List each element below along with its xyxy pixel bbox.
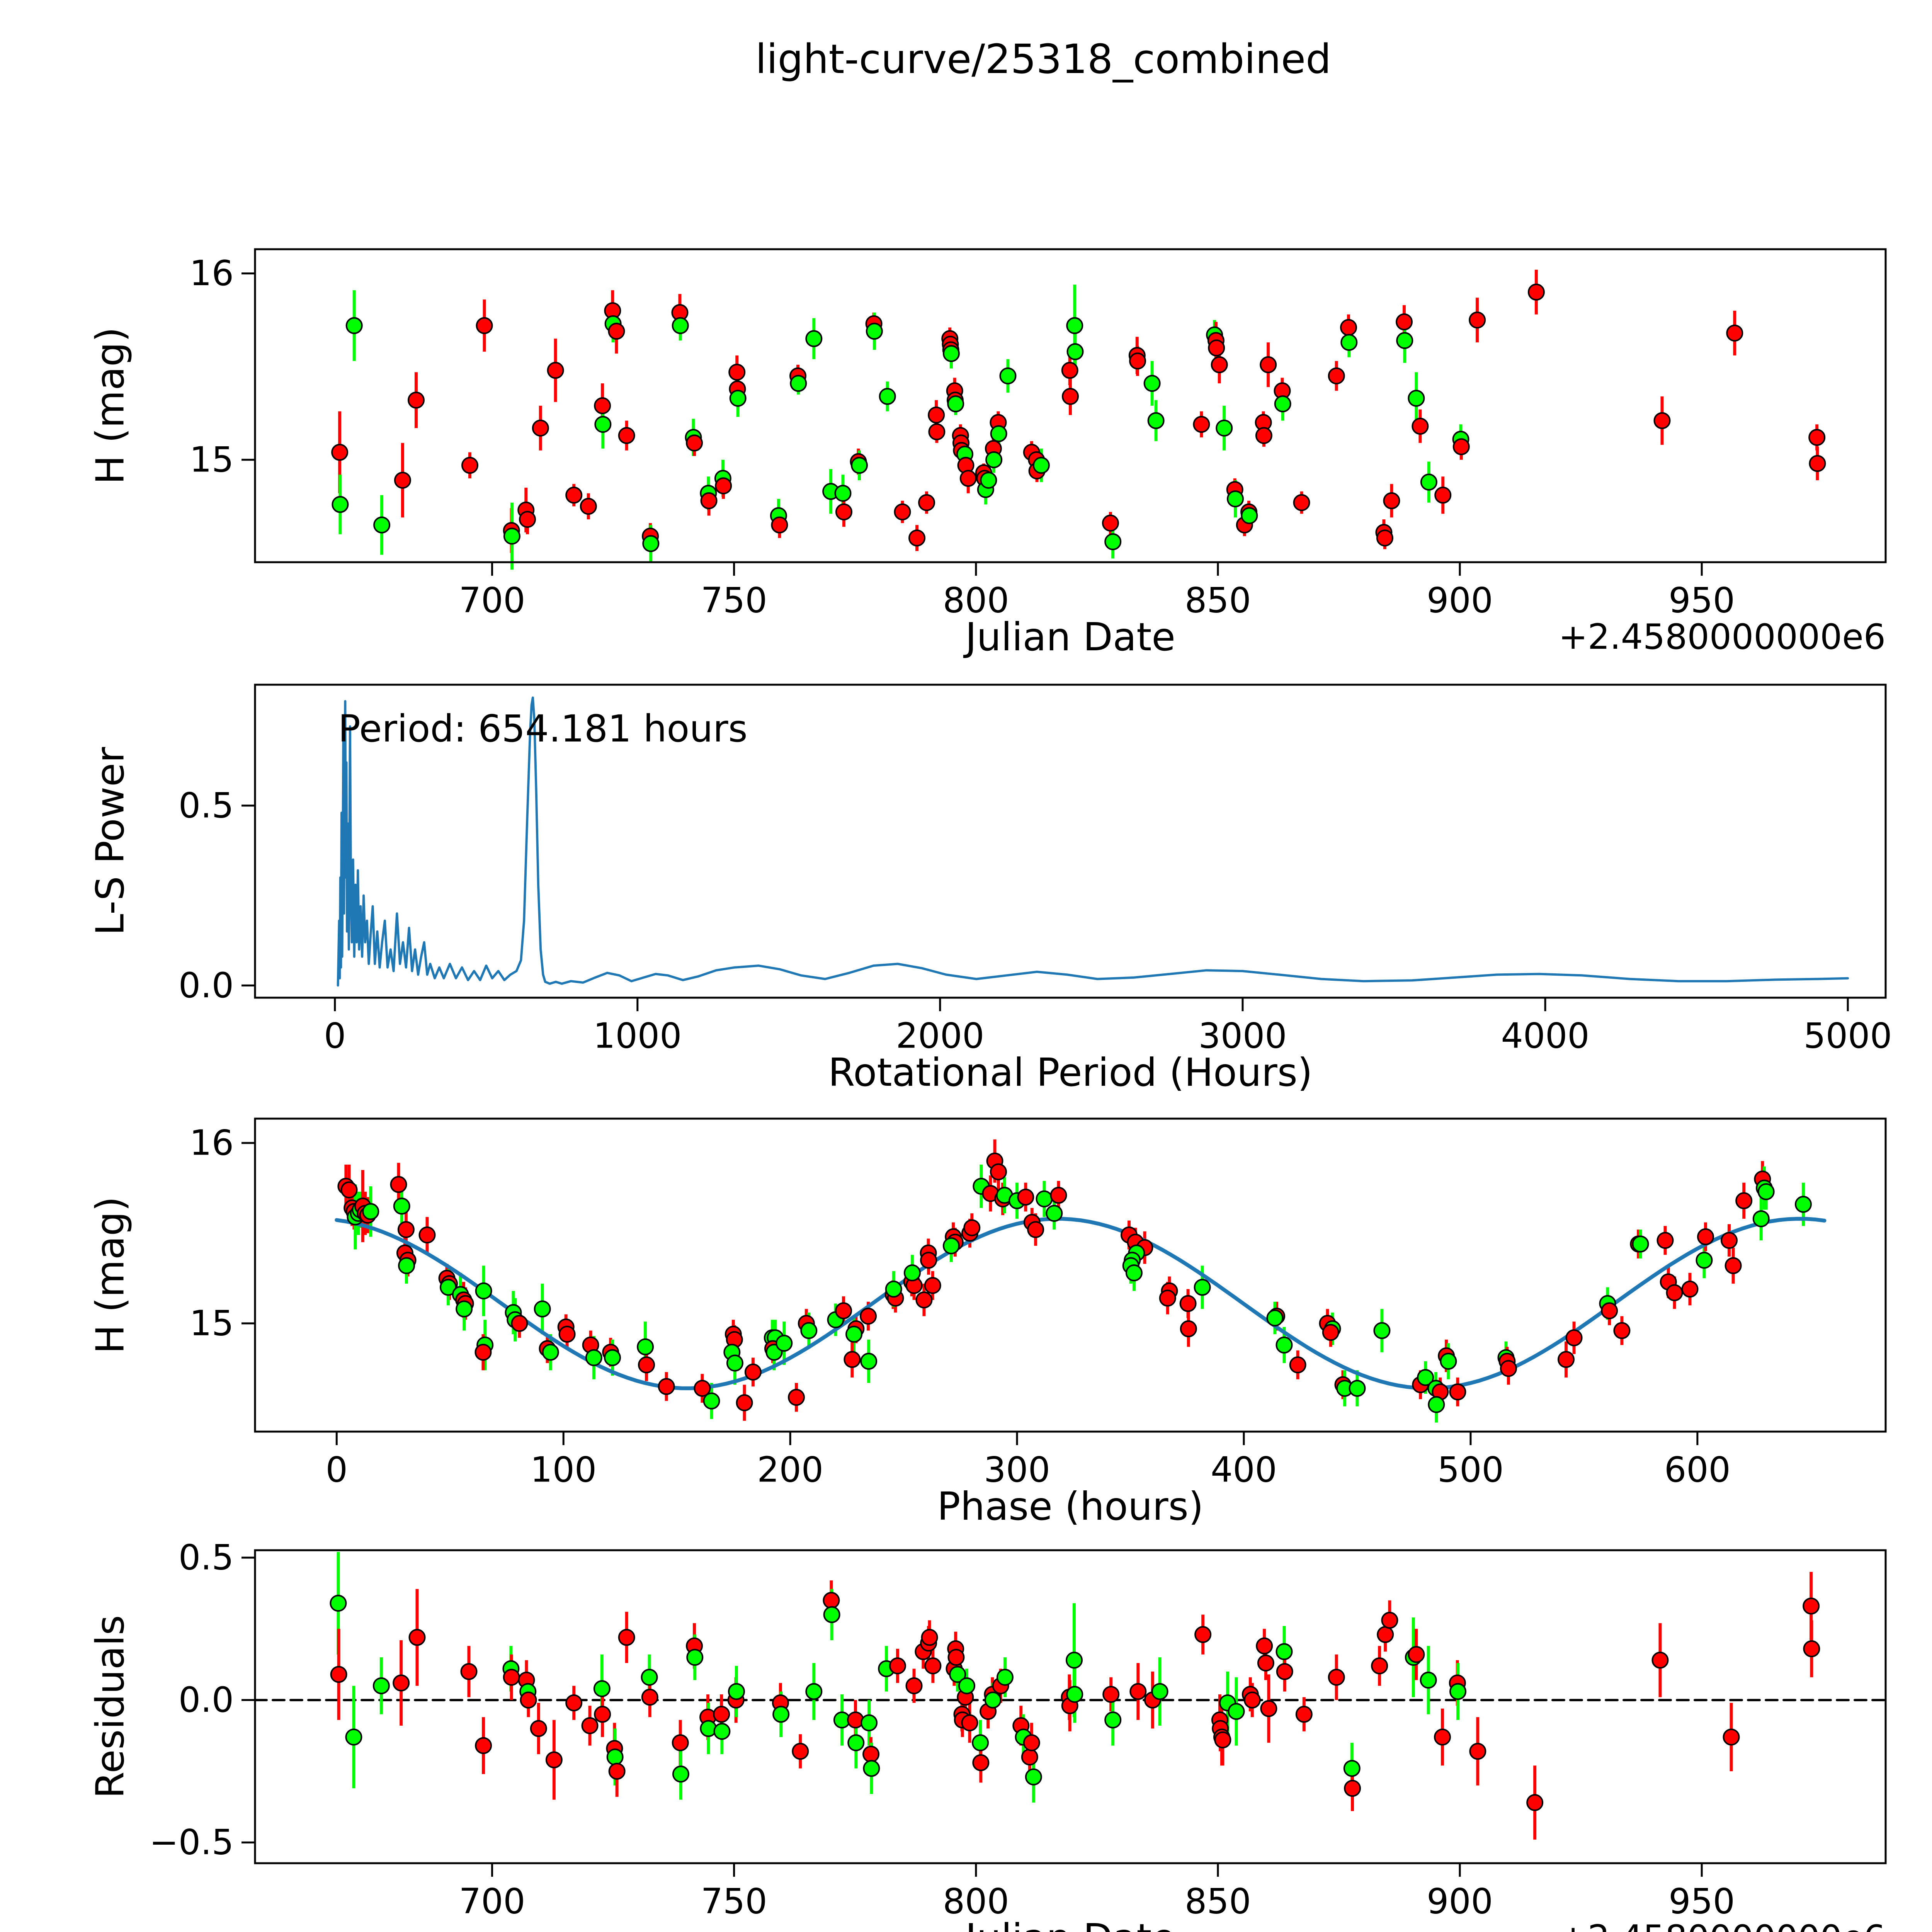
phased-ylabel: H (mag): [87, 1196, 133, 1354]
svg-text:2000: 2000: [896, 1015, 984, 1056]
svg-text:700: 700: [459, 580, 526, 621]
svg-text:850: 850: [1185, 580, 1251, 621]
svg-text:800: 800: [943, 1881, 1009, 1922]
svg-text:200: 200: [757, 1449, 823, 1490]
svg-text:15: 15: [189, 1303, 234, 1344]
svg-text:900: 900: [1427, 1881, 1493, 1922]
svg-text:1000: 1000: [593, 1015, 682, 1056]
svg-text:0.5: 0.5: [179, 785, 234, 826]
periodogram-xlabel: Rotational Period (Hours): [828, 1050, 1313, 1095]
svg-text:950: 950: [1668, 580, 1735, 621]
panel-raw-light-curve: 700 750 800 850 900 950 15 16: [189, 248, 1887, 621]
data-markers: [331, 283, 1826, 552]
svg-text:0: 0: [324, 1015, 346, 1056]
svg-text:0.0: 0.0: [179, 965, 234, 1006]
residuals-offset-text: +2.4580000000e6: [1558, 1918, 1886, 1932]
panel-periodogram: 0 1000 2000 3000 4000 5000 0.0 0.5: [179, 684, 1892, 1056]
periodogram-line: [337, 696, 1849, 987]
svg-text:0.0: 0.0: [179, 1680, 234, 1720]
residuals-xlabel: Julian Date: [965, 1915, 1175, 1932]
axes-spine: [254, 1549, 1887, 1864]
raw-xlabel: Julian Date: [965, 614, 1175, 660]
error-bars: [344, 1139, 1805, 1423]
svg-text:500: 500: [1437, 1449, 1504, 1490]
period-annotation: Period: 654.181 hours: [338, 707, 748, 750]
panel-phased-light-curve: 0 100 200 300 400 500 600 15 16: [189, 1117, 1887, 1490]
svg-text:16: 16: [189, 253, 234, 294]
svg-text:600: 600: [1664, 1449, 1731, 1490]
svg-text:0: 0: [326, 1449, 348, 1490]
phased-xlabel: Phase (hours): [937, 1484, 1204, 1529]
svg-text:3000: 3000: [1198, 1015, 1287, 1056]
svg-text:100: 100: [530, 1449, 597, 1490]
data-markers: [330, 1592, 1820, 1811]
figure-title: light-curve/25318_combined: [755, 36, 1332, 83]
svg-text:750: 750: [701, 580, 767, 621]
svg-text:15: 15: [189, 439, 234, 480]
error-bars: [338, 270, 1819, 570]
raw-offset-text: +2.4580000000e6: [1558, 617, 1886, 657]
residuals-ylabel: Residuals: [87, 1615, 133, 1799]
periodogram-ylabel: L-S Power: [87, 747, 133, 935]
data-markers: [337, 1152, 1812, 1413]
svg-text:0.5: 0.5: [179, 1537, 234, 1578]
svg-text:900: 900: [1427, 580, 1493, 621]
svg-text:5000: 5000: [1804, 1015, 1892, 1056]
svg-text:16: 16: [189, 1123, 234, 1163]
axes-spine: [254, 684, 1887, 999]
panel-residuals: 700 750 800 850 900 950 −0.5 0.0 0.5: [149, 1537, 1887, 1922]
raw-ylabel: H (mag): [87, 327, 133, 485]
axes-spine: [254, 1117, 1887, 1433]
svg-text:850: 850: [1185, 1881, 1251, 1922]
svg-text:950: 950: [1668, 1881, 1735, 1922]
svg-text:300: 300: [984, 1449, 1050, 1490]
svg-text:4000: 4000: [1501, 1015, 1590, 1056]
svg-text:−0.5: −0.5: [149, 1822, 234, 1863]
svg-text:400: 400: [1211, 1449, 1277, 1490]
svg-text:800: 800: [943, 580, 1009, 621]
svg-text:700: 700: [459, 1881, 526, 1922]
svg-text:750: 750: [701, 1881, 767, 1922]
axes-spine: [254, 248, 1887, 563]
